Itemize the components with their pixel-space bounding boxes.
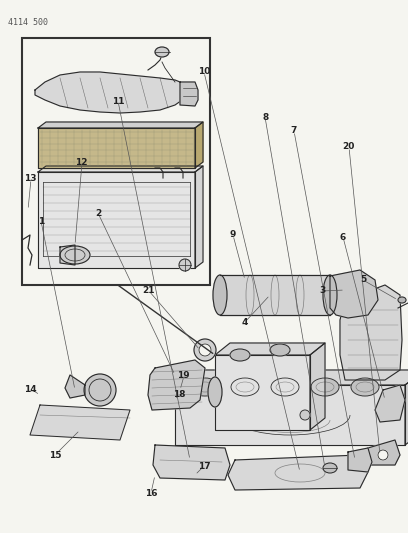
Polygon shape [38,172,195,268]
Polygon shape [148,360,205,410]
Polygon shape [405,370,408,445]
Text: 1: 1 [38,217,44,225]
Text: 19: 19 [177,372,190,380]
Text: 20: 20 [343,142,355,151]
Polygon shape [30,405,130,440]
Polygon shape [175,385,405,445]
Polygon shape [310,343,325,430]
Bar [22,38,210,285]
Polygon shape [215,343,325,355]
Text: 15: 15 [49,451,61,460]
Polygon shape [153,445,230,480]
Polygon shape [330,270,378,318]
Circle shape [179,259,191,271]
Text: 8: 8 [262,113,268,122]
Ellipse shape [323,275,337,315]
Text: 3: 3 [319,286,326,295]
Ellipse shape [60,246,90,264]
Text: 12: 12 [75,158,88,167]
Ellipse shape [155,47,169,57]
Polygon shape [215,355,310,430]
Text: 13: 13 [24,174,37,183]
Ellipse shape [378,450,388,460]
Text: 11: 11 [112,97,124,106]
Polygon shape [220,275,330,315]
Text: 6: 6 [339,233,346,241]
Text: 16: 16 [145,489,157,497]
Polygon shape [180,82,198,106]
Ellipse shape [230,349,250,361]
Text: 2: 2 [95,209,101,217]
Ellipse shape [194,339,216,361]
Ellipse shape [270,344,290,356]
Polygon shape [348,448,372,472]
Text: 7: 7 [290,126,297,135]
Ellipse shape [351,378,379,396]
Text: 10: 10 [198,68,210,76]
Ellipse shape [199,344,211,356]
Text: 17: 17 [198,462,210,471]
Polygon shape [38,122,203,128]
Polygon shape [65,375,85,398]
Ellipse shape [323,463,337,473]
Ellipse shape [271,378,299,396]
Text: 21: 21 [143,286,155,295]
Polygon shape [60,245,75,265]
Polygon shape [38,128,195,168]
Text: 4: 4 [242,318,248,327]
Text: 14: 14 [24,385,37,393]
Ellipse shape [311,378,339,396]
Text: 9: 9 [229,230,236,239]
Polygon shape [375,385,405,422]
Polygon shape [195,166,203,268]
Ellipse shape [191,378,219,396]
Text: 5: 5 [360,276,366,284]
Ellipse shape [213,275,227,315]
Polygon shape [195,122,203,168]
Polygon shape [175,370,408,385]
Polygon shape [38,166,203,172]
Text: 4114 500: 4114 500 [8,18,48,27]
Ellipse shape [208,377,222,407]
Polygon shape [35,72,190,113]
Circle shape [300,410,310,420]
Ellipse shape [231,378,259,396]
Polygon shape [368,440,400,465]
Polygon shape [228,455,368,490]
Polygon shape [340,285,402,380]
Ellipse shape [398,297,406,303]
Ellipse shape [84,374,116,406]
Text: 18: 18 [173,390,186,399]
